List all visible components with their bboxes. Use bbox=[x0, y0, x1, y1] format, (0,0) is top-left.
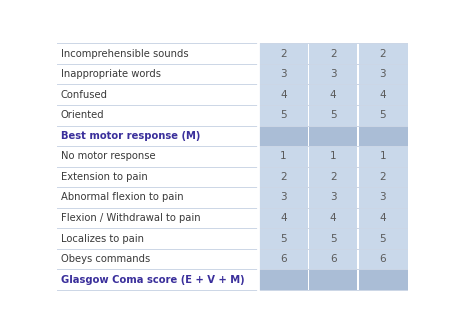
Bar bbox=[359, 44, 408, 64]
Bar bbox=[259, 44, 308, 64]
Text: 6: 6 bbox=[380, 254, 386, 264]
Bar bbox=[309, 84, 357, 105]
Text: 5: 5 bbox=[280, 110, 287, 120]
Bar bbox=[309, 44, 357, 64]
Text: Inappropriate words: Inappropriate words bbox=[61, 69, 161, 79]
Text: 4: 4 bbox=[380, 213, 386, 223]
Bar bbox=[309, 64, 357, 84]
Bar bbox=[309, 167, 357, 187]
Text: 2: 2 bbox=[330, 172, 337, 182]
Bar bbox=[259, 187, 308, 208]
Bar bbox=[359, 228, 408, 249]
Bar bbox=[259, 126, 308, 146]
Bar bbox=[359, 146, 408, 167]
Bar bbox=[309, 208, 357, 228]
Bar bbox=[309, 249, 357, 269]
Text: 2: 2 bbox=[280, 49, 287, 59]
Bar bbox=[359, 105, 408, 126]
Bar bbox=[359, 64, 408, 84]
Bar bbox=[359, 269, 408, 290]
Text: 1: 1 bbox=[380, 151, 386, 161]
Text: Best motor response (M): Best motor response (M) bbox=[61, 131, 200, 141]
Text: 3: 3 bbox=[330, 192, 337, 203]
Text: 6: 6 bbox=[280, 254, 287, 264]
Text: 5: 5 bbox=[330, 234, 337, 244]
Bar bbox=[259, 84, 308, 105]
Bar bbox=[359, 84, 408, 105]
Text: 6: 6 bbox=[330, 254, 337, 264]
Text: Glasgow Coma score (E + V + M): Glasgow Coma score (E + V + M) bbox=[61, 275, 245, 284]
Text: Confused: Confused bbox=[61, 90, 108, 100]
Text: 1: 1 bbox=[330, 151, 337, 161]
Text: 3: 3 bbox=[380, 192, 386, 203]
Bar bbox=[259, 269, 308, 290]
Text: Abnormal flexion to pain: Abnormal flexion to pain bbox=[61, 192, 183, 203]
Bar bbox=[309, 146, 357, 167]
Bar bbox=[359, 126, 408, 146]
Bar bbox=[309, 126, 357, 146]
Bar bbox=[359, 167, 408, 187]
Bar bbox=[309, 105, 357, 126]
Text: 3: 3 bbox=[280, 192, 287, 203]
Text: 4: 4 bbox=[280, 90, 287, 100]
Text: No motor response: No motor response bbox=[61, 151, 155, 161]
Text: 4: 4 bbox=[330, 213, 337, 223]
Text: 5: 5 bbox=[380, 110, 386, 120]
Text: 4: 4 bbox=[280, 213, 287, 223]
Text: 5: 5 bbox=[280, 234, 287, 244]
Bar bbox=[259, 146, 308, 167]
Bar bbox=[359, 187, 408, 208]
Text: Localizes to pain: Localizes to pain bbox=[61, 234, 144, 244]
Text: 2: 2 bbox=[380, 172, 386, 182]
Bar bbox=[359, 208, 408, 228]
Text: 5: 5 bbox=[380, 234, 386, 244]
Bar bbox=[309, 187, 357, 208]
Bar bbox=[259, 167, 308, 187]
Text: Incomprehensible sounds: Incomprehensible sounds bbox=[61, 49, 188, 59]
Bar bbox=[359, 249, 408, 269]
Text: Flexion / Withdrawal to pain: Flexion / Withdrawal to pain bbox=[61, 213, 201, 223]
Text: 2: 2 bbox=[380, 49, 386, 59]
Text: 3: 3 bbox=[380, 69, 386, 79]
Bar bbox=[259, 64, 308, 84]
Text: 4: 4 bbox=[380, 90, 386, 100]
Text: Extension to pain: Extension to pain bbox=[61, 172, 148, 182]
Bar bbox=[309, 269, 357, 290]
Text: Obeys commands: Obeys commands bbox=[61, 254, 150, 264]
Bar bbox=[259, 208, 308, 228]
Bar bbox=[259, 228, 308, 249]
Bar bbox=[309, 228, 357, 249]
Text: 4: 4 bbox=[330, 90, 337, 100]
Text: 3: 3 bbox=[330, 69, 337, 79]
Text: 3: 3 bbox=[280, 69, 287, 79]
Bar bbox=[259, 249, 308, 269]
Bar bbox=[259, 105, 308, 126]
Text: 5: 5 bbox=[330, 110, 337, 120]
Text: 2: 2 bbox=[330, 49, 337, 59]
Text: 2: 2 bbox=[280, 172, 287, 182]
Text: 1: 1 bbox=[280, 151, 287, 161]
Text: Oriented: Oriented bbox=[61, 110, 105, 120]
